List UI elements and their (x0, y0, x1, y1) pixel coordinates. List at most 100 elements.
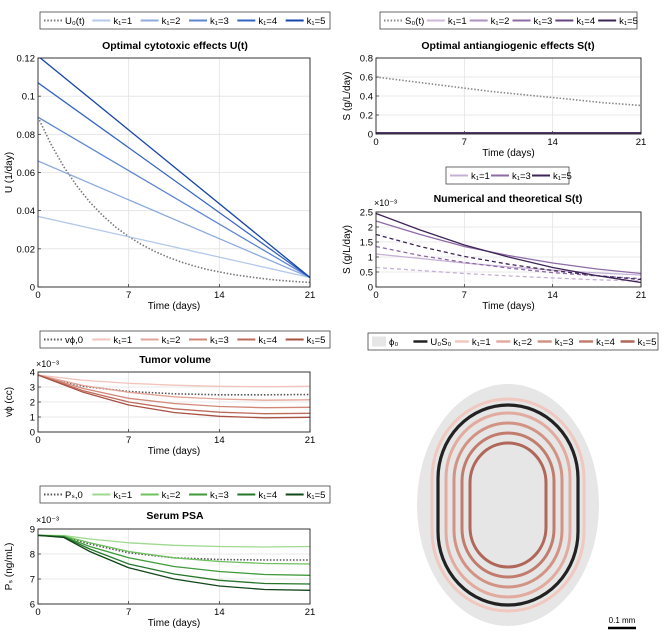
P-chart: 0 7 14 21 6 7 8 9 Time (days) Pₛ (ng/mL) Serum PSA… (4, 510, 315, 629)
V-xtick-label: 14 (214, 435, 225, 446)
Snum-ytick-label: 2 (368, 223, 373, 234)
shape-legend-label: k₁=2 (513, 337, 532, 348)
scale-bar-label: 0.1 mm (609, 616, 636, 625)
P-series-line (38, 534, 310, 565)
U-legend-label: U₀(t) (65, 16, 85, 27)
U-legend-label: k₁=1 (113, 16, 132, 27)
P-series-line (38, 534, 310, 585)
V-legend: vϕ,0 k₁=1 k₁=2 k₁=3 k₁=4 k₁=5 (39, 330, 331, 349)
S-ytick-label: 0.2 (360, 111, 373, 122)
U-ytick-label: 0.04 (17, 206, 36, 217)
P-legend-label: Pₛ,0 (65, 490, 83, 501)
Snum-ytick-label: 1 (368, 253, 373, 264)
V-series-line (38, 374, 310, 396)
S-ylabel: S (g/L/day) (342, 72, 353, 121)
U-chart: 0 7 14 21 0 0.02 0.04 0.06 0.08 0.1 0.12 Time (days… (4, 40, 315, 312)
V-ytick-label: 2 (30, 398, 35, 409)
tumor-contour (444, 411, 572, 599)
S-legend-label: S₀(t) (405, 16, 424, 27)
P-ytick-label: 7 (30, 575, 35, 586)
V-legend-label: k₁=3 (210, 335, 229, 346)
P-ylabel: Pₛ (ng/mL) (4, 543, 15, 591)
shape-legend-label: ϕ₀ (389, 337, 398, 348)
V-axes-frame (37, 371, 311, 433)
V-ytick-label: 0 (30, 428, 35, 439)
V-xtick-label: 0 (35, 435, 40, 446)
P-legend-label: k₁=2 (162, 490, 181, 501)
S-ytick-label: 0 (368, 130, 373, 141)
Snum-series-line (376, 266, 641, 282)
Snum-legend-label: k₁=5 (553, 171, 572, 182)
P-xlabel: Time (days) (148, 618, 200, 629)
U-legend-label: k₁=4 (258, 16, 277, 27)
S-legend-frame (379, 11, 638, 30)
S-axes-frame (375, 57, 642, 135)
U-title: Optimal cytotoxic effects U(t) (102, 40, 248, 52)
S-title: Optimal antiangiogenic effects S(t) (421, 40, 594, 52)
U-legend: U₀(t) k₁=1 k₁=2 k₁=3 k₁=4 k₁=5 (39, 11, 331, 30)
Snum-exponent: ×10⁻³ (374, 198, 397, 208)
U-ytick-label: 0 (30, 283, 35, 294)
S-xlabel: Time (days) (482, 148, 534, 159)
P-ytick-label: 8 (30, 550, 35, 561)
Snum-legend-label: k₁=1 (471, 171, 490, 182)
tumor-contour (436, 403, 580, 607)
S-legend: S₀(t) k₁=1 k₁=2 k₁=3 k₁=4 k₁=5 (379, 11, 638, 30)
U-ytick-label: 0.12 (17, 54, 36, 65)
shape-legend-swatch (372, 336, 386, 347)
S-legend-label: k₁=3 (534, 16, 553, 27)
V-legend-label: k₁=1 (113, 335, 132, 346)
tumor-contour (468, 441, 548, 569)
Snum-plot-area (376, 212, 641, 287)
V-legend-label: k₁=2 (162, 335, 181, 346)
Snum-series-line (376, 220, 641, 275)
V-series-line (38, 374, 310, 409)
domain-phi0 (417, 384, 599, 626)
P-exponent: ×10⁻³ (36, 515, 59, 525)
U-legend-frame (39, 11, 331, 30)
P-xtick-label: 7 (126, 607, 131, 618)
S-xtick-label: 0 (373, 137, 378, 148)
P-legend-label: k₁=1 (113, 490, 132, 501)
P-legend-label: k₁=5 (307, 490, 326, 501)
V-series-line (38, 374, 310, 401)
tumor-contour (460, 431, 556, 579)
U-series-line (38, 116, 310, 279)
U-axes-frame (37, 57, 311, 288)
Snum-xtick-label: 14 (547, 290, 558, 301)
P-legend-frame (39, 485, 331, 504)
Snum-series-line (376, 245, 641, 280)
Snum-axes-frame (375, 211, 642, 288)
U-ytick-label: 0.02 (17, 244, 36, 255)
Snum-ylabel: S (g/L/day) (342, 225, 353, 274)
P-series-line (38, 534, 310, 591)
S-legend-label: k₁=5 (619, 16, 638, 27)
P-legend-label: k₁=3 (210, 490, 229, 501)
Snum-series-line (376, 253, 641, 276)
P-series-line (38, 534, 310, 548)
P-legend-label: k₁=4 (258, 490, 277, 501)
P-title: Serum PSA (146, 510, 204, 522)
V-ytick-label: 3 (30, 383, 35, 394)
U-xtick-label: 14 (214, 290, 225, 301)
V-xlabel: Time (days) (148, 446, 200, 457)
P-legend: Pₛ,0 k₁=1 k₁=2 k₁=3 k₁=4 k₁=5 (39, 485, 331, 504)
S-legend-label: k₁=1 (448, 16, 467, 27)
P-series-line (38, 534, 310, 576)
Snum-ytick-label: 2.5 (360, 208, 373, 219)
Snum-series-line (376, 233, 641, 281)
V-xtick-label: 7 (126, 435, 131, 446)
V-series-line (38, 374, 310, 419)
shape-diagram: ϕ₀ U₀S₀ k₁=1 k₁=2 k₁=3 k₁=4 k₁=5 0.1 mm (367, 332, 659, 630)
shape-legend-label: k₁=1 (472, 337, 491, 348)
S-legend-label: k₁=4 (576, 16, 595, 27)
V-exponent: ×10⁻³ (36, 359, 59, 369)
shape-legend-frame (367, 332, 659, 351)
U-ytick-label: 0.06 (17, 168, 36, 179)
U-series-line (38, 215, 310, 279)
U-xlabel: Time (days) (148, 301, 200, 312)
U-series-line (38, 82, 310, 279)
U-legend-label: k₁=3 (210, 16, 229, 27)
